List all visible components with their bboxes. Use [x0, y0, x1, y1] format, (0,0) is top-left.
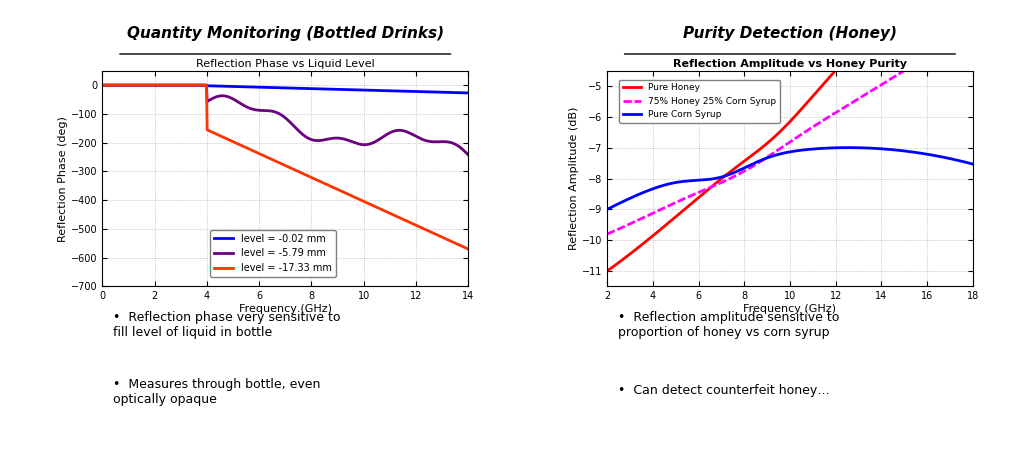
level = -0.02 mm: [454, 90, 466, 96]
Legend: Pure Honey, 75% Honey 25% Corn Syrup, Pure Corn Syrup: Pure Honey, 75% Honey 25% Corn Syrup, Pu…: [618, 80, 779, 123]
level = -0.02 mm: [462, 90, 474, 96]
Pure Corn Syrup: [799, 147, 811, 153]
75% Honey 25% Corn Syrup: [601, 231, 613, 237]
level = -5.79 mm: [396, 128, 409, 133]
level = -0.02 mm: [272, 85, 285, 91]
level = -0.02 mm: [294, 86, 306, 91]
level = -5.79 mm: [272, 111, 285, 116]
X-axis label: Frequency (GHz): Frequency (GHz): [743, 304, 837, 314]
Pure Corn Syrup: [601, 207, 613, 212]
Pure Corn Syrup: [901, 149, 913, 154]
level = -17.33 mm: [454, 242, 466, 248]
Pure Honey: [799, 102, 811, 108]
Text: Quantity Monitoring (Bottled Drinks): Quantity Monitoring (Bottled Drinks): [127, 26, 443, 41]
75% Honey 25% Corn Syrup: [901, 66, 913, 72]
Line: 75% Honey 25% Corn Syrup: 75% Honey 25% Corn Syrup: [607, 27, 973, 234]
75% Honey 25% Corn Syrup: [777, 144, 790, 149]
Title: Reflection Phase vs Liquid Level: Reflection Phase vs Liquid Level: [196, 58, 375, 69]
75% Honey 25% Corn Syrup: [799, 129, 811, 135]
level = -17.33 mm: [314, 178, 327, 184]
Y-axis label: Reflection Phase (deg): Reflection Phase (deg): [58, 116, 69, 241]
Pure Corn Syrup: [958, 159, 971, 165]
level = -0.02 mm: [96, 82, 109, 88]
75% Honey 25% Corn Syrup: [818, 117, 830, 122]
level = -5.79 mm: [96, 82, 109, 88]
Text: •  Can detect counterfeit honey…: • Can detect counterfeit honey…: [618, 384, 829, 396]
level = -17.33 mm: [270, 159, 283, 164]
level = -17.33 mm: [96, 82, 109, 88]
Pure Honey: [777, 126, 790, 131]
75% Honey 25% Corn Syrup: [957, 30, 970, 35]
level = -0.02 mm: [314, 86, 327, 92]
Line: level = -5.79 mm: level = -5.79 mm: [102, 85, 468, 155]
level = -17.33 mm: [272, 159, 285, 165]
Text: •  Reflection amplitude sensitive to
proportion of honey vs corn syrup: • Reflection amplitude sensitive to prop…: [618, 311, 840, 339]
Text: Purity Detection (Honey): Purity Detection (Honey): [683, 26, 897, 41]
Line: level = -17.33 mm: level = -17.33 mm: [102, 85, 468, 249]
level = -0.02 mm: [396, 88, 409, 94]
level = -17.33 mm: [396, 216, 409, 222]
Pure Honey: [818, 80, 830, 85]
Pure Honey: [601, 268, 613, 274]
75% Honey 25% Corn Syrup: [774, 145, 786, 151]
Line: Pure Honey: Pure Honey: [607, 0, 973, 271]
level = -17.33 mm: [462, 246, 474, 252]
75% Honey 25% Corn Syrup: [967, 24, 979, 30]
Pure Corn Syrup: [842, 145, 854, 150]
Y-axis label: Reflection Amplitude (dB): Reflection Amplitude (dB): [569, 107, 579, 251]
Pure Honey: [774, 128, 786, 134]
Line: Pure Corn Syrup: Pure Corn Syrup: [607, 148, 973, 209]
level = -5.79 mm: [454, 144, 466, 149]
Pure Corn Syrup: [818, 145, 830, 151]
level = -0.02 mm: [270, 85, 283, 91]
Title: Reflection Amplitude vs Honey Purity: Reflection Amplitude vs Honey Purity: [673, 58, 907, 69]
Text: •  Reflection phase very sensitive to
fill level of liquid in bottle: • Reflection phase very sensitive to fil…: [114, 311, 341, 339]
Text: •  Measures through bottle, even
optically opaque: • Measures through bottle, even opticall…: [114, 378, 321, 406]
Pure Corn Syrup: [777, 150, 790, 156]
X-axis label: Frequency (GHz): Frequency (GHz): [239, 304, 332, 314]
level = -17.33 mm: [294, 170, 306, 175]
Pure Corn Syrup: [774, 151, 786, 156]
Pure Corn Syrup: [967, 161, 979, 167]
Line: level = -0.02 mm: level = -0.02 mm: [102, 85, 468, 93]
level = -5.79 mm: [294, 130, 306, 135]
Legend: level = -0.02 mm, level = -5.79 mm, level = -17.33 mm: level = -0.02 mm, level = -5.79 mm, leve…: [210, 230, 336, 277]
level = -5.79 mm: [462, 152, 474, 158]
level = -5.79 mm: [270, 110, 283, 115]
level = -5.79 mm: [314, 138, 327, 143]
